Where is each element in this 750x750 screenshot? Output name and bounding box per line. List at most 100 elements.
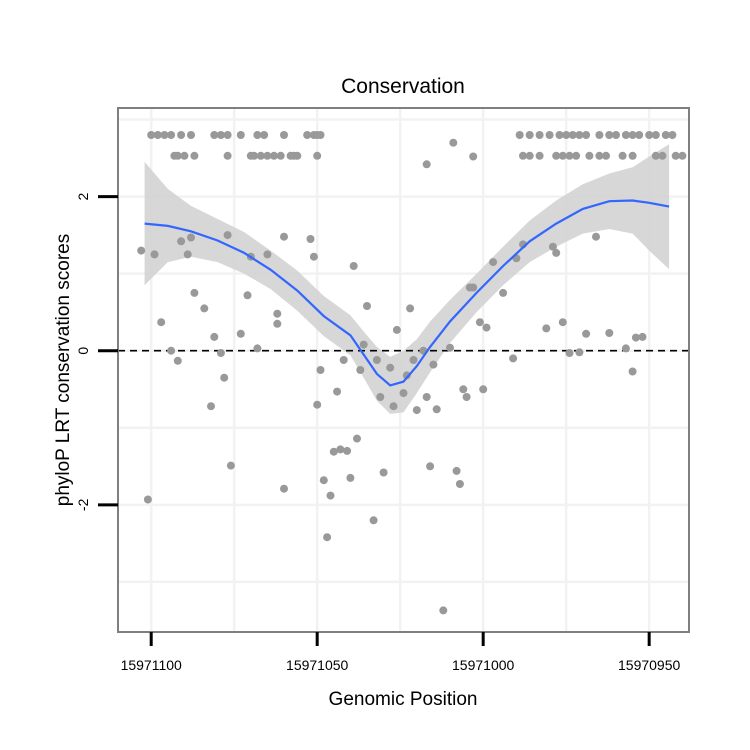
data-point — [602, 151, 610, 160]
data-point — [568, 131, 577, 139]
data-point — [180, 151, 189, 160]
data-point — [489, 258, 498, 267]
data-point — [280, 232, 288, 241]
data-point — [678, 151, 687, 160]
y-tick-label: -2 — [75, 498, 91, 511]
data-point — [628, 367, 637, 376]
data-point — [263, 151, 272, 160]
data-point — [582, 329, 591, 338]
data-point — [220, 373, 229, 382]
data-point — [409, 356, 418, 364]
axes-layer: 15971100 15971050 15971000 15970950 2 0 -2 — [75, 193, 689, 673]
data-point — [422, 160, 431, 169]
y-tick-label: 0 — [75, 347, 91, 355]
data-point — [376, 393, 385, 401]
data-point — [386, 363, 395, 372]
data-point — [326, 491, 335, 500]
data-point — [651, 151, 660, 160]
data-point — [143, 495, 152, 504]
data-point — [555, 131, 564, 139]
data-point — [452, 466, 461, 475]
chart-title: Conservation — [341, 75, 465, 98]
data-point — [379, 468, 388, 477]
data-point — [671, 151, 680, 160]
x-tick-label: 15971100 — [121, 657, 182, 673]
data-point — [280, 131, 288, 139]
data-point — [565, 151, 574, 160]
data-point — [429, 360, 438, 369]
data-point — [183, 250, 192, 259]
data-point — [336, 445, 345, 454]
data-point — [346, 473, 355, 482]
data-point — [621, 344, 630, 353]
data-point — [455, 480, 464, 488]
data-point — [645, 131, 654, 139]
data-point — [475, 318, 484, 327]
data-point — [635, 131, 644, 139]
data-point — [210, 131, 219, 139]
data-point — [323, 533, 332, 542]
data-point — [273, 309, 282, 318]
data-point — [558, 151, 567, 160]
data-point — [499, 288, 508, 297]
data-point — [147, 131, 156, 139]
data-point — [548, 242, 557, 251]
data-point — [562, 131, 571, 139]
data-point — [333, 387, 342, 396]
data-point — [389, 402, 398, 411]
x-tick-label: 15971050 — [286, 657, 349, 673]
data-point — [482, 323, 491, 332]
data-point — [306, 235, 315, 243]
data-point — [363, 302, 371, 310]
data-point — [439, 606, 448, 615]
y-tick-label: 2 — [75, 193, 91, 201]
confidence-band-layer — [144, 144, 670, 414]
data-point — [628, 151, 637, 160]
data-point — [226, 461, 235, 470]
data-point — [605, 329, 614, 337]
data-point — [200, 304, 209, 313]
data-point — [356, 366, 365, 374]
data-point — [558, 318, 567, 327]
data-point — [582, 131, 591, 139]
data-point — [392, 325, 401, 334]
data-point — [402, 371, 411, 380]
data-point — [618, 151, 627, 160]
data-point — [575, 131, 584, 139]
data-point — [223, 151, 232, 160]
data-point — [509, 354, 518, 363]
data-point — [243, 291, 252, 300]
data-point — [658, 151, 667, 160]
data-point — [207, 402, 215, 411]
data-point — [446, 343, 454, 352]
data-point — [256, 151, 265, 160]
data-point — [150, 250, 159, 259]
data-point — [167, 131, 176, 139]
smooth-line — [144, 199, 670, 387]
data-point — [137, 246, 146, 255]
data-point — [369, 516, 378, 525]
data-point — [313, 400, 322, 409]
data-point — [293, 151, 302, 160]
data-point — [462, 393, 471, 401]
data-point — [406, 304, 415, 313]
data-point — [359, 340, 368, 349]
data-point — [339, 356, 348, 364]
data-point — [595, 131, 604, 139]
data-point — [595, 151, 604, 160]
data-point — [263, 250, 272, 259]
data-point — [187, 131, 195, 139]
data-point — [592, 232, 600, 241]
data-point — [223, 131, 232, 139]
data-point — [223, 231, 232, 240]
data-point — [432, 405, 441, 414]
data-point — [260, 131, 269, 139]
x-axis-title: Genomic Position — [329, 689, 478, 710]
data-point — [661, 131, 670, 139]
data-point — [631, 333, 640, 342]
data-point — [552, 248, 561, 257]
data-point — [313, 151, 322, 160]
data-point — [167, 346, 176, 355]
confidence-band — [144, 144, 670, 414]
